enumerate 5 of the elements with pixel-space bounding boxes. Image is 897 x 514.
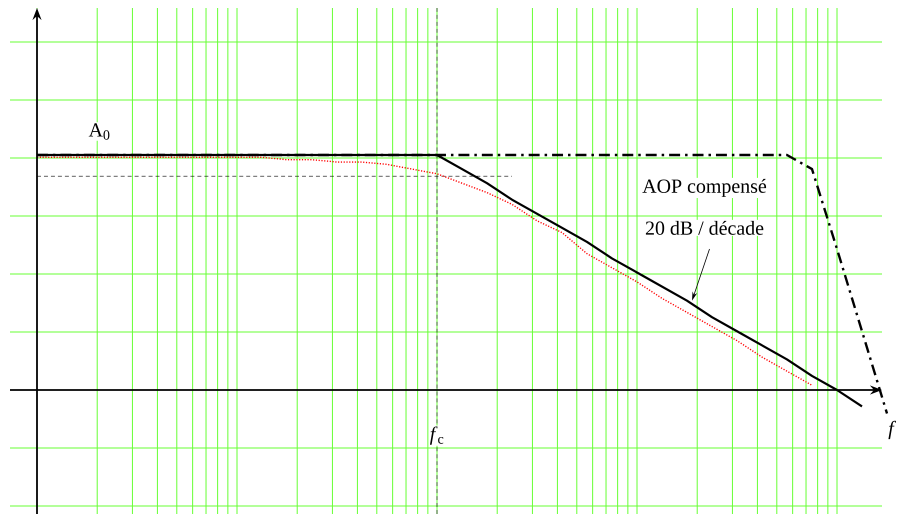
annotation: AOP compensé <box>642 178 766 197</box>
text: f$_{c}$ <box>430 426 444 445</box>
x-axis-title: f <box>888 420 896 440</box>
annotation: 20 dB / décade <box>646 220 764 235</box>
text: A$_{0}$ <box>88 123 110 140</box>
